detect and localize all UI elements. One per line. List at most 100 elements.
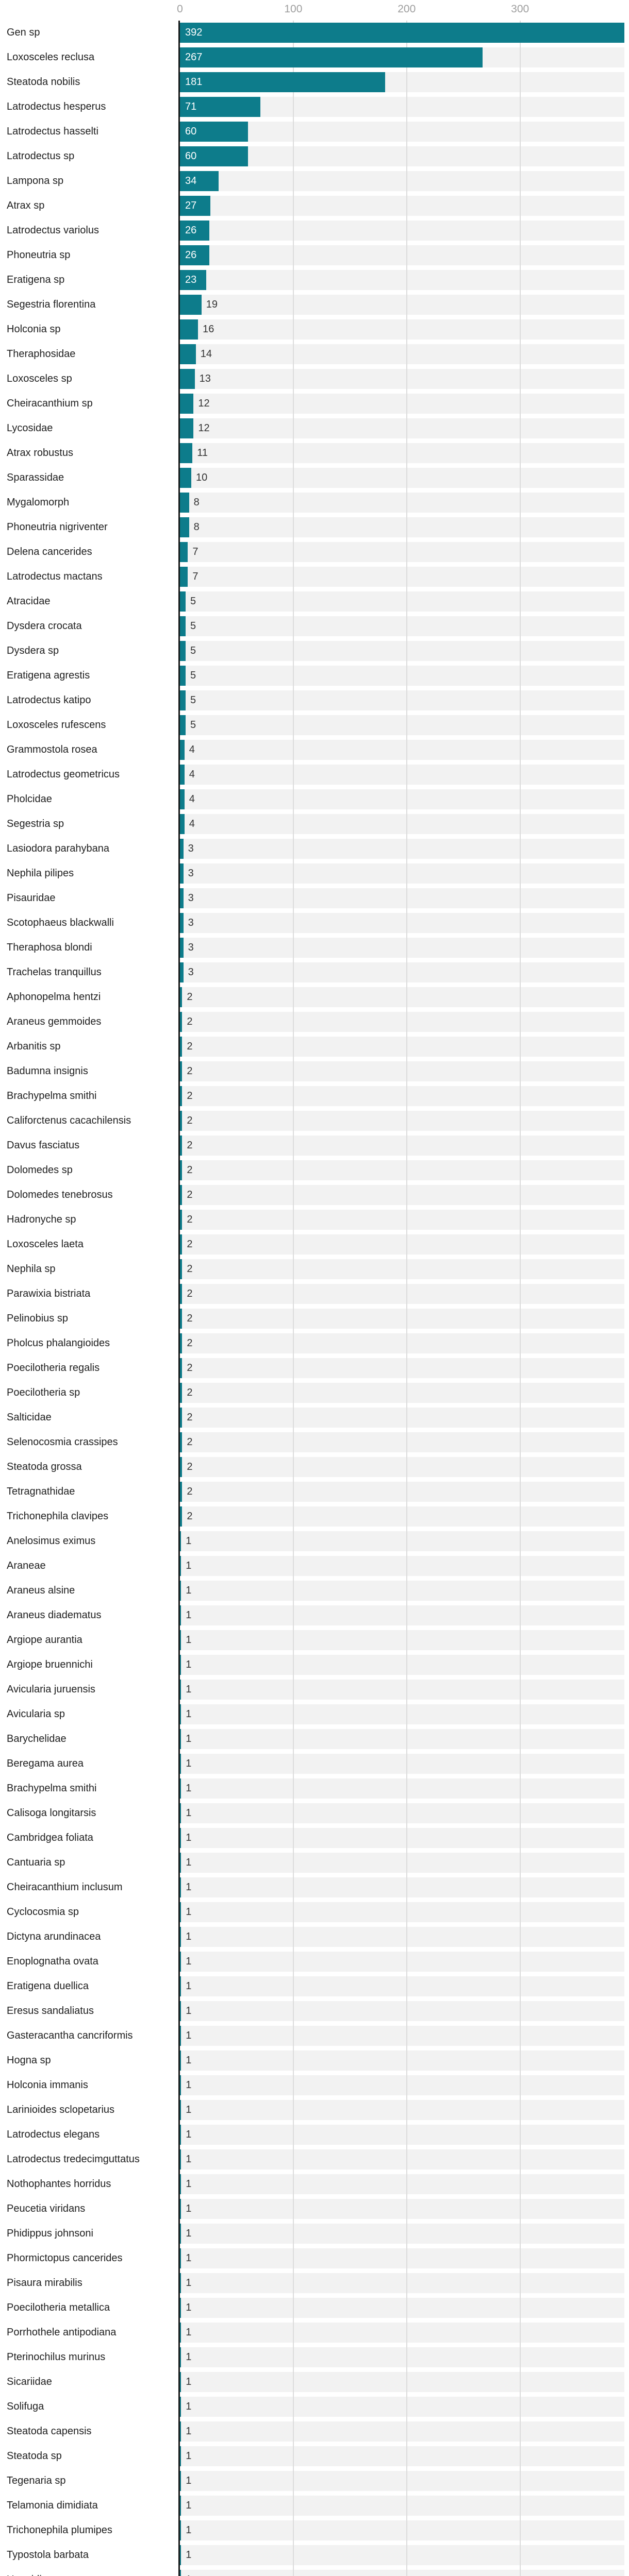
bar-row: Latrodectus mactans 7 (0, 567, 629, 587)
bar (180, 1506, 183, 1527)
bar-track: 23 (180, 270, 624, 290)
bar-track: 1 (180, 1704, 624, 1724)
bar-track: 1 (180, 2471, 624, 2491)
value-label: 23 (185, 274, 197, 285)
value-label: 1 (186, 1783, 192, 1794)
bar-row: Atracidae 5 (0, 591, 629, 612)
bar (180, 319, 198, 340)
bar-row: Pholcidae 4 (0, 789, 629, 809)
category-label: Latrodectus hasselti (7, 126, 98, 137)
category-label: Pholcidae (7, 793, 52, 805)
category-label: Pisauridae (7, 892, 56, 904)
value-label: 1 (186, 1659, 192, 1670)
bar (180, 2149, 181, 2170)
bar-row: Sicariidae 1 (0, 2372, 629, 2392)
bar-row: Araneus diadematus 1 (0, 1605, 629, 1625)
bar-track: 1 (180, 2323, 624, 2343)
x-axis-tick-label: 200 (398, 3, 416, 15)
bar-row: Lasiodora parahybana 3 (0, 839, 629, 859)
category-label: Latrodectus mactans (7, 571, 103, 582)
bar (180, 1531, 181, 1551)
bar-track: 3 (180, 913, 624, 933)
value-label: 8 (193, 521, 200, 533)
value-label: 1 (186, 2104, 192, 2115)
bar (180, 567, 188, 587)
bar-track: 1 (180, 1581, 624, 1601)
bar (180, 1630, 181, 1650)
bar-row: Eratigena duellica 1 (0, 1976, 629, 1996)
bar-row: Phormictopus cancerides 1 (0, 2248, 629, 2268)
value-label: 1 (186, 1857, 192, 1868)
bar-track: 1 (180, 1630, 624, 1650)
value-label: 1 (186, 1980, 192, 1992)
bar (180, 2174, 181, 2194)
bar (180, 2075, 181, 2095)
bar-track: 1 (180, 1927, 624, 1947)
value-label: 34 (185, 175, 197, 187)
value-label: 1 (186, 2376, 192, 2387)
bar-track: 2 (180, 1086, 624, 1106)
bar-row: Solifuga 1 (0, 2397, 629, 2417)
x-axis-tick-label: 0 (177, 3, 183, 15)
value-label: 60 (185, 150, 197, 162)
value-label: 267 (185, 52, 203, 63)
gridline (292, 21, 294, 2576)
bar (180, 2496, 181, 2516)
bar (180, 1853, 181, 1873)
bar-track: 3 (180, 888, 624, 908)
bar-row: Pisauridae 3 (0, 888, 629, 908)
value-label: 2 (187, 1065, 193, 1077)
value-label: 2 (187, 1214, 193, 1225)
bar-track: 7 (180, 542, 624, 562)
bar: 23 (180, 270, 206, 290)
bar-row: Pisaura mirabilis 1 (0, 2273, 629, 2293)
value-label: 3 (188, 892, 194, 904)
bar: 26 (180, 245, 210, 265)
bar-row: Latrodectus katipo 5 (0, 690, 629, 710)
bar (180, 1210, 183, 1230)
bar-row: Enoplognatha ovata 1 (0, 1952, 629, 1972)
bar (180, 1655, 181, 1675)
category-label: Segestria sp (7, 818, 64, 829)
bar-row: Lampona sp 34 (0, 171, 629, 191)
bar-track: 1 (180, 2100, 624, 2120)
bar (180, 1729, 181, 1749)
bar-track: 1 (180, 2050, 624, 2071)
bar-track: 1 (180, 1976, 624, 1996)
category-label: Latrodectus geometricus (7, 769, 120, 780)
bar-row: Hogna sp 1 (0, 2050, 629, 2071)
value-label: 2 (187, 1387, 193, 1398)
bar (180, 1358, 183, 1378)
value-label: 2 (187, 1140, 193, 1151)
category-label: Davus fasciatus (7, 1140, 80, 1151)
bar (180, 2273, 181, 2293)
bar (180, 641, 186, 661)
bar-track: 1 (180, 2273, 624, 2293)
category-label: Pholcus phalangioides (7, 1337, 110, 1349)
value-label: 4 (189, 769, 195, 780)
bar-track: 14 (180, 344, 624, 364)
bar-row: Dictyna arundinacea 1 (0, 1927, 629, 1947)
value-label: 60 (185, 126, 197, 137)
bar-row: Trachelas tranquillus 3 (0, 962, 629, 982)
category-label: Lampona sp (7, 175, 64, 187)
bar (180, 443, 193, 463)
value-label: 5 (190, 670, 196, 681)
category-label: Phoneutria sp (7, 249, 71, 261)
value-label: 2 (187, 1362, 193, 1374)
bar: 60 (180, 146, 248, 166)
bar-row: Atrax robustus 11 (0, 443, 629, 463)
bar-row: Latrodectus hesperus 71 (0, 97, 629, 117)
bar-row: Segestria sp 4 (0, 814, 629, 834)
category-label: Trachelas tranquillus (7, 967, 102, 978)
bar-track: 1 (180, 1853, 624, 1873)
category-label: Loxosceles rufescens (7, 719, 106, 731)
bar-track: 1 (180, 2421, 624, 2442)
bar-track: 34 (180, 171, 624, 191)
bar-row: Aphonopelma hentzi 2 (0, 987, 629, 1007)
y-axis-line (178, 21, 180, 2576)
bar-track: 27 (180, 196, 624, 216)
category-label: Latrodectus variolus (7, 225, 99, 236)
category-label: Dolomedes tenebrosus (7, 1189, 113, 1200)
bar-track: 1 (180, 2075, 624, 2095)
